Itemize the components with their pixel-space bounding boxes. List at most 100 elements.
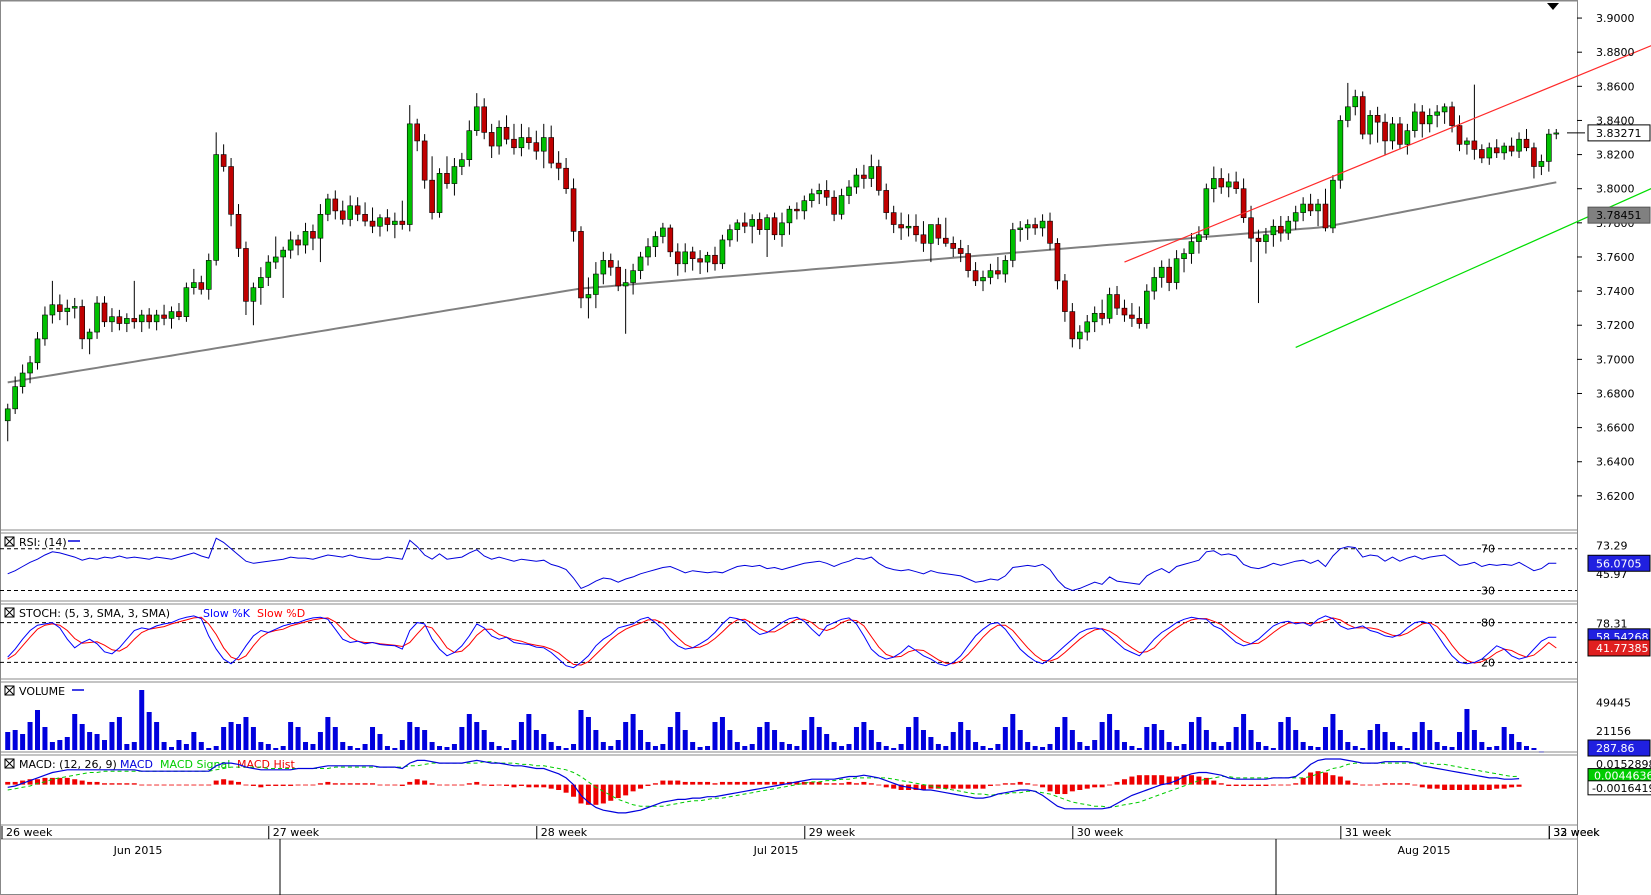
macd-hist-bar bbox=[630, 784, 636, 792]
volume-bar bbox=[1025, 742, 1031, 750]
week-label: 26 week bbox=[6, 826, 53, 839]
volume-bar bbox=[1166, 742, 1172, 750]
rsi-level-label: 70 bbox=[1481, 543, 1495, 556]
macd-hist-bar bbox=[1486, 784, 1492, 790]
bullish-candle bbox=[868, 166, 875, 179]
volume-bar bbox=[585, 717, 591, 750]
rsi-axis-label: 73.29 bbox=[1596, 539, 1628, 552]
macd-hist-bar bbox=[1352, 783, 1358, 785]
volume-bar bbox=[1092, 740, 1098, 750]
volume-bar bbox=[139, 690, 145, 750]
bullish-candle bbox=[347, 205, 353, 220]
macd-hist-bar bbox=[407, 781, 413, 785]
stochastic-pane[interactable]: STOCH: (5, 3, SMA, 3, SMA) Slow %K Slow %D… bbox=[0, 603, 1651, 680]
macd-signal-line bbox=[7, 761, 1520, 809]
volume-bar bbox=[578, 710, 584, 750]
price-tick-label: 3.8000 bbox=[1596, 183, 1635, 196]
macd-hist-bar bbox=[1144, 775, 1150, 785]
macd-hist-bar bbox=[980, 784, 986, 789]
macd-hist-bar bbox=[1367, 784, 1373, 786]
price-tick-label: 3.9000 bbox=[1596, 12, 1635, 25]
bullish-candle bbox=[86, 331, 93, 340]
macd-hist-bar bbox=[116, 783, 122, 785]
bullish-candle bbox=[905, 225, 912, 229]
macd-hist-bar bbox=[444, 784, 450, 786]
bearish-candle bbox=[861, 174, 867, 179]
macd-hist-bar bbox=[943, 784, 949, 789]
dropdown-triangle-icon[interactable] bbox=[1547, 3, 1559, 10]
ma-value-label: 3.78451 bbox=[1596, 209, 1642, 222]
macd-legend-macd: MACD bbox=[120, 758, 153, 771]
volume-bar bbox=[399, 740, 405, 750]
bullish-candle bbox=[325, 198, 331, 215]
volume-bar bbox=[459, 727, 465, 750]
bearish-candle bbox=[1523, 138, 1530, 149]
volume-bar bbox=[131, 742, 137, 750]
macd-hist-bar bbox=[198, 784, 204, 786]
macd-hist-bar bbox=[1025, 783, 1031, 785]
bearish-candle bbox=[1240, 188, 1247, 219]
macd-pane[interactable]: MACD: (12, 26, 9) MACD MACD Signal MACD His… bbox=[0, 754, 1651, 826]
macd-hist-bar bbox=[139, 784, 145, 786]
bearish-candle bbox=[1531, 147, 1537, 167]
macd-hist-bar bbox=[548, 784, 554, 789]
bearish-candle bbox=[339, 210, 346, 220]
macd-hist-bar bbox=[1516, 784, 1522, 787]
macd-hist-bar bbox=[1285, 784, 1291, 786]
price-tick-label: 3.6800 bbox=[1596, 387, 1635, 400]
bullish-candle bbox=[734, 222, 741, 230]
volume-bar bbox=[228, 722, 234, 750]
macd-pane-background bbox=[0, 754, 1578, 826]
volume-bar bbox=[526, 714, 532, 750]
volume-axis-label: 21156 bbox=[1596, 725, 1631, 738]
macd-hist-bar bbox=[1479, 784, 1485, 790]
bullish-candle bbox=[928, 224, 934, 244]
bullish-candle bbox=[1211, 178, 1217, 190]
price-tick-label: 3.8200 bbox=[1596, 149, 1635, 162]
volume-bar bbox=[630, 714, 636, 750]
macd-hist-bar bbox=[697, 781, 703, 785]
macd-hist-bar bbox=[705, 781, 711, 785]
macd-hist-bar bbox=[987, 784, 993, 786]
bearish-candle bbox=[421, 140, 428, 181]
price-pane[interactable] bbox=[0, 0, 1578, 531]
bullish-candle bbox=[1300, 203, 1306, 213]
macd-hist-bar bbox=[466, 783, 472, 785]
volume-pane[interactable]: VOLUME 49445 21156 287.86 bbox=[0, 681, 1651, 757]
volume-bar bbox=[1538, 751, 1544, 753]
bearish-candle bbox=[1218, 178, 1225, 188]
macd-hist-bar bbox=[571, 784, 577, 797]
bearish-candle bbox=[1307, 203, 1314, 212]
bullish-candle bbox=[1181, 253, 1187, 259]
macd-hist-bar bbox=[451, 784, 457, 786]
volume-bar bbox=[824, 734, 830, 750]
volume-bar bbox=[377, 734, 383, 750]
bearish-candle bbox=[295, 239, 301, 246]
bullish-candle bbox=[258, 277, 264, 288]
volume-bar bbox=[987, 748, 993, 750]
volume-bar bbox=[801, 730, 807, 750]
price-tick-label: 3.7400 bbox=[1596, 285, 1635, 298]
macd-hist-bar bbox=[1099, 784, 1105, 788]
bearish-candle bbox=[1233, 181, 1239, 190]
macd-hist-bar bbox=[437, 784, 443, 786]
macd-hist-bar bbox=[1509, 784, 1515, 788]
volume-bar bbox=[667, 727, 673, 750]
volume-bar bbox=[392, 748, 398, 750]
last-price-box bbox=[1587, 124, 1651, 142]
volume-bar bbox=[794, 746, 800, 750]
volume-bar bbox=[1382, 732, 1388, 750]
macd-hist-bar bbox=[772, 781, 778, 785]
macd-hist-bar bbox=[72, 779, 78, 785]
volume-bar bbox=[1255, 742, 1261, 750]
volume-bar bbox=[868, 730, 874, 750]
bullish-candle bbox=[593, 273, 599, 295]
month-label: Aug 2015 bbox=[1398, 844, 1451, 857]
macd-hist-bar bbox=[608, 784, 614, 801]
macd-hist-bar bbox=[392, 784, 398, 786]
bullish-candle bbox=[801, 200, 808, 212]
macd-hist-bar bbox=[1151, 775, 1157, 785]
volume-bar bbox=[533, 730, 539, 750]
